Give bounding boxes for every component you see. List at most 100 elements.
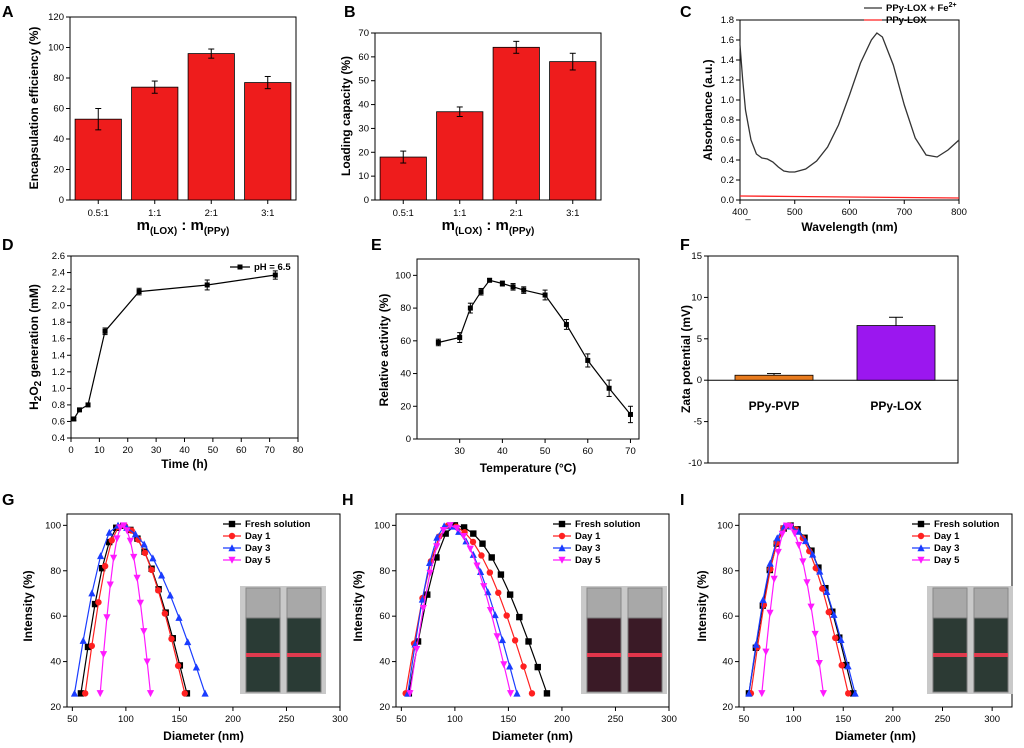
data-marker <box>791 530 799 538</box>
data-marker <box>85 402 91 408</box>
data-marker <box>130 553 138 561</box>
y-tick-label: 60 <box>358 52 369 63</box>
data-marker <box>101 562 109 570</box>
panel-label-g: G <box>2 492 14 509</box>
data-marker <box>832 634 839 642</box>
y-tick-label: 20 <box>358 147 369 158</box>
y-tick-label: 0.6 <box>52 416 65 427</box>
data-marker <box>815 660 823 668</box>
y-axis-label: Intensity (%) <box>351 570 365 641</box>
y-tick-label: 1.4 <box>721 55 734 66</box>
data-marker <box>837 635 845 643</box>
plot-frame <box>739 19 960 201</box>
data-marker <box>825 608 832 616</box>
data-marker <box>486 606 495 614</box>
data-marker <box>838 662 845 669</box>
data-marker <box>70 689 79 697</box>
data-marker <box>819 585 826 592</box>
cuvette-cap <box>973 587 1009 619</box>
data-marker <box>836 634 843 641</box>
y-tick-label: 1.2 <box>52 367 65 378</box>
data-marker <box>426 558 434 566</box>
data-marker <box>228 556 236 564</box>
legend-label: Day 1 <box>245 531 271 542</box>
x-tick-label: 700 <box>896 207 912 218</box>
y-tick-label: 0 <box>364 195 369 206</box>
y-tick-label: -5 <box>694 417 702 428</box>
x-tick-label: 70 <box>625 446 636 457</box>
data-marker <box>585 357 591 363</box>
data-marker <box>433 543 441 551</box>
y-tick-label: 20 <box>722 702 733 713</box>
y-axis-label: Encapsulation efficiency (%) <box>27 27 41 190</box>
y-tick-label: 10 <box>691 292 702 303</box>
cuvette-cap <box>245 587 281 619</box>
data-marker <box>442 530 449 537</box>
plot-frame <box>70 255 299 439</box>
data-marker <box>136 289 142 295</box>
data-marker <box>466 545 474 553</box>
plot-frame <box>416 258 640 440</box>
x-tick-label: 500 <box>787 207 803 218</box>
data-marker <box>752 640 760 648</box>
x-tick-label: 30 <box>454 446 465 457</box>
data-marker <box>521 287 527 293</box>
data-marker <box>467 305 473 311</box>
data-marker <box>133 574 141 582</box>
x-tick-label: 0 <box>68 445 73 456</box>
data-marker <box>175 613 183 621</box>
data-marker <box>110 554 118 562</box>
cuvette-photo <box>581 586 667 694</box>
bar <box>187 53 235 201</box>
data-marker <box>510 284 516 290</box>
data-marker <box>499 281 505 287</box>
data-marker <box>563 321 569 327</box>
data-marker <box>486 569 494 576</box>
data-marker <box>806 547 813 555</box>
x-axis-label: m(LOX) : m(PPy) <box>442 217 535 237</box>
laser-beam <box>628 653 662 657</box>
data-marker <box>424 591 431 598</box>
data-marker <box>108 537 115 544</box>
x-tick-label: 2:1 <box>510 208 523 219</box>
data-marker <box>453 525 461 533</box>
panel-label-f: F <box>680 237 690 254</box>
data-marker <box>495 589 502 596</box>
y-tick-label: 1.6 <box>721 35 734 46</box>
bar <box>549 61 597 201</box>
data-marker <box>503 612 510 619</box>
data-marker <box>77 690 85 697</box>
y-tick-label: 20 <box>53 165 64 176</box>
data-marker <box>844 662 852 670</box>
data-marker <box>406 690 414 698</box>
panel-f: -10 -5 0 5 10 15 PPy-PVP PPy-LOX Zata potential … <box>679 251 959 469</box>
legend-label: Day 5 <box>934 555 960 566</box>
data-marker <box>917 520 925 528</box>
legend-label: Day 3 <box>575 543 600 554</box>
x-tick-label: 800 <box>951 207 967 218</box>
panel-label-e: E <box>371 237 382 254</box>
y-tick-label: 20 <box>379 702 390 713</box>
x-category-label: PPy-PVP <box>749 399 800 413</box>
data-marker <box>96 690 104 698</box>
legend-label: pH = 6.5 <box>254 262 291 273</box>
data-marker <box>473 562 481 570</box>
data-marker <box>439 526 448 534</box>
data-marker <box>155 587 162 594</box>
plot-frame <box>395 513 670 708</box>
data-marker <box>543 690 551 697</box>
cuvette-cap <box>286 587 322 619</box>
data-marker <box>148 566 155 574</box>
data-marker <box>460 524 468 531</box>
y-tick-label: 0 <box>406 434 411 445</box>
y-tick-label: 1.8 <box>52 317 65 328</box>
data-marker <box>479 540 486 547</box>
panel-label-i: I <box>680 492 684 509</box>
data-marker <box>184 638 192 646</box>
data-marker <box>917 532 925 540</box>
data-marker <box>459 533 468 541</box>
x-tick-label: 50 <box>396 714 407 725</box>
data-marker <box>476 567 485 575</box>
y-tick-label: 20 <box>50 702 61 713</box>
data-marker <box>126 537 134 545</box>
